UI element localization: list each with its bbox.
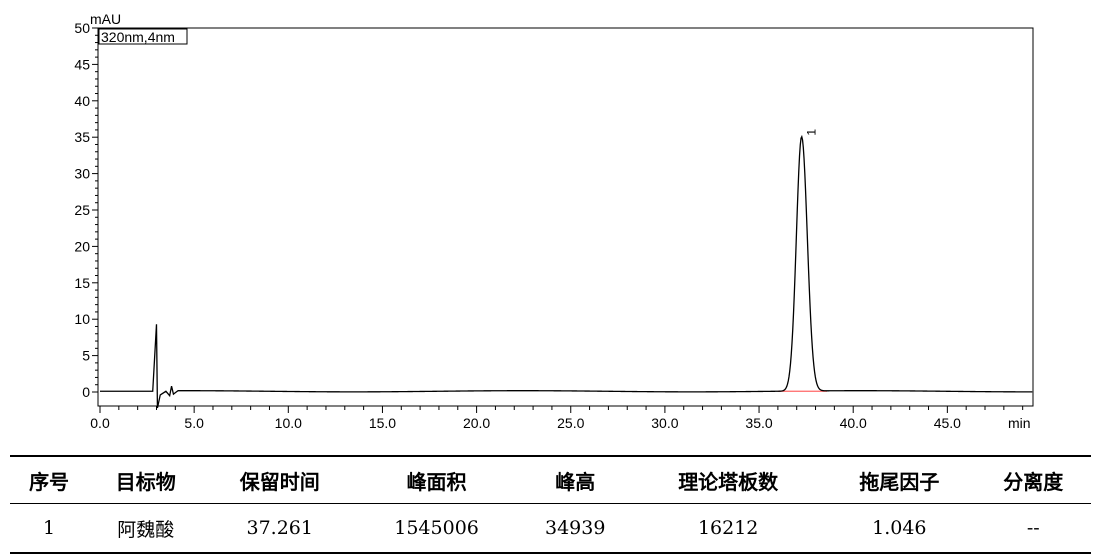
channel-label: 320nm,4nm — [101, 29, 175, 45]
y-unit-label: mAU — [90, 11, 121, 27]
table-body: 1 阿魏酸 37.261 1545006 34939 16212 1.046 -- — [10, 503, 1091, 554]
table-header: 序号 目标物 保留时间 峰面积 峰高 理论塔板数 拖尾因子 分离度 — [10, 455, 1091, 504]
table-row: 1 阿魏酸 37.261 1545006 34939 16212 1.046 -- — [10, 503, 1091, 554]
y-tick-label: 5 — [82, 348, 90, 364]
x-tick-label: 5.0 — [184, 415, 204, 431]
table-cell: 37.261 — [203, 503, 356, 554]
peak-label: 1 — [805, 129, 819, 136]
table-header-cell: 峰面积 — [356, 455, 518, 504]
table-header-row: 序号 目标物 保留时间 峰面积 峰高 理论塔板数 拖尾因子 分离度 — [10, 455, 1091, 504]
peak-label-text: 1 — [805, 129, 819, 136]
table-header-cell: 序号 — [10, 455, 89, 504]
chromatogram-chart: mAU min 320nm,4nm 0 5 10 15 20 25 30 35 40 45 50 0… — [74, 11, 1034, 431]
y-tick-label: 25 — [74, 202, 90, 218]
x-tick-label: 30.0 — [651, 415, 678, 431]
table-cell: 1.046 — [823, 503, 976, 554]
table-cell: 阿魏酸 — [88, 503, 204, 554]
y-tick-label: 35 — [74, 129, 90, 145]
chromatogram-trace — [100, 134, 1033, 409]
x-axis: 0.0 5.0 10.0 15.0 20.0 25.0 30.0 35.0 40.0 45.0 — [90, 406, 1024, 431]
table-header-cell: 拖尾因子 — [823, 455, 976, 504]
x-tick-label: 0.0 — [90, 415, 110, 431]
x-tick-label: 35.0 — [745, 415, 772, 431]
table-header-cell: 峰高 — [517, 455, 634, 504]
y-tick-label: 0 — [82, 384, 90, 400]
table-cell: 16212 — [633, 503, 824, 554]
y-axis: 0 5 10 15 20 25 30 35 40 45 50 — [74, 20, 98, 400]
table-header-cell: 保留时间 — [203, 455, 356, 504]
y-tick-label: 45 — [74, 56, 90, 72]
y-tick-label: 40 — [74, 93, 90, 109]
y-tick-label: 10 — [74, 311, 90, 327]
y-tick-label: 15 — [74, 275, 90, 291]
x-tick-label: 45.0 — [934, 415, 961, 431]
y-tick-label: 30 — [74, 166, 90, 182]
table-header-cell: 分离度 — [975, 455, 1091, 504]
x-unit-label: min — [1008, 415, 1031, 431]
table-header-cell: 目标物 — [88, 455, 204, 504]
peak-labels: 1 — [805, 129, 819, 136]
plot-frame — [97, 27, 1034, 407]
y-tick-label: 20 — [74, 238, 90, 254]
x-tick-label: 40.0 — [840, 415, 867, 431]
chromatogram-svg: mAU min 320nm,4nm 0 5 10 15 20 25 30 35 40 45 50 0… — [74, 11, 1034, 431]
x-tick-label: 10.0 — [275, 415, 302, 431]
channel-label-box — [98, 28, 188, 45]
table-cell: 34939 — [517, 503, 634, 554]
x-tick-label: 15.0 — [369, 415, 396, 431]
table-cell: -- — [975, 503, 1091, 554]
x-tick-label: 25.0 — [557, 415, 584, 431]
y-tick-label: 50 — [74, 20, 90, 36]
x-tick-label: 20.0 — [463, 415, 490, 431]
table-cell: 1545006 — [356, 503, 518, 554]
table-header-cell: 理论塔板数 — [633, 455, 824, 504]
peak-results-table: 序号 目标物 保留时间 峰面积 峰高 理论塔板数 拖尾因子 分离度 1 阿魏酸 37.261 154… — [10, 455, 1091, 554]
table-cell: 1 — [10, 503, 89, 554]
